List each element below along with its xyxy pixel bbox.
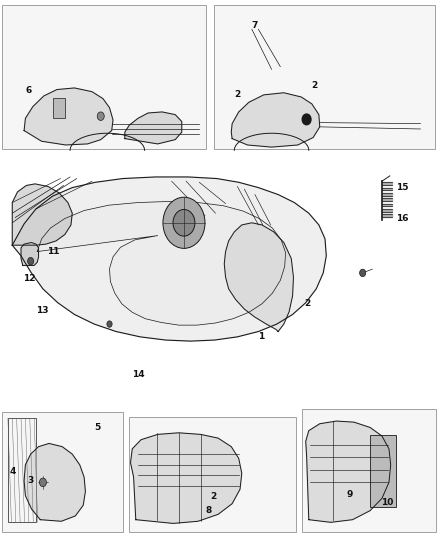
Bar [302,409,436,532]
Polygon shape [224,223,293,332]
Polygon shape [382,204,392,206]
Bar [8,418,36,522]
Text: 4: 4 [10,467,16,476]
Circle shape [39,478,46,487]
Text: 15: 15 [396,183,409,192]
Circle shape [163,197,205,248]
Text: 9: 9 [346,490,353,499]
Bar [214,5,435,149]
Polygon shape [21,243,39,265]
Text: 10: 10 [381,498,393,506]
Circle shape [107,321,112,327]
Circle shape [28,257,34,265]
Text: 1: 1 [258,333,265,341]
Bar [129,417,296,532]
Bar [2,5,206,149]
Text: 14: 14 [132,370,145,378]
Text: 5: 5 [94,423,100,432]
Text: 6: 6 [25,86,32,95]
Polygon shape [382,198,392,201]
Polygon shape [37,201,286,325]
Text: 16: 16 [396,214,409,223]
Text: 12: 12 [23,274,35,282]
Circle shape [360,269,366,277]
Polygon shape [131,433,242,523]
Polygon shape [382,209,392,212]
Text: 3: 3 [27,477,33,485]
Circle shape [173,209,195,236]
Polygon shape [382,193,392,196]
Circle shape [97,112,104,120]
Polygon shape [306,421,391,522]
Text: 7: 7 [252,21,258,30]
Polygon shape [24,88,113,145]
Polygon shape [382,214,392,217]
Text: 11: 11 [47,247,60,256]
Text: 2: 2 [311,81,317,90]
Text: 13: 13 [36,306,49,314]
Polygon shape [12,177,326,341]
Polygon shape [382,188,392,190]
Bar [2,412,123,532]
Bar [370,435,396,507]
Text: 2: 2 [210,492,216,501]
Bar [53,98,65,118]
Polygon shape [231,93,320,147]
Text: 2: 2 [234,90,240,99]
Polygon shape [382,182,392,185]
Circle shape [302,114,311,125]
Polygon shape [24,443,85,521]
Text: 2: 2 [304,300,311,308]
Polygon shape [12,184,72,245]
Text: 8: 8 [206,506,212,515]
Polygon shape [125,112,182,144]
